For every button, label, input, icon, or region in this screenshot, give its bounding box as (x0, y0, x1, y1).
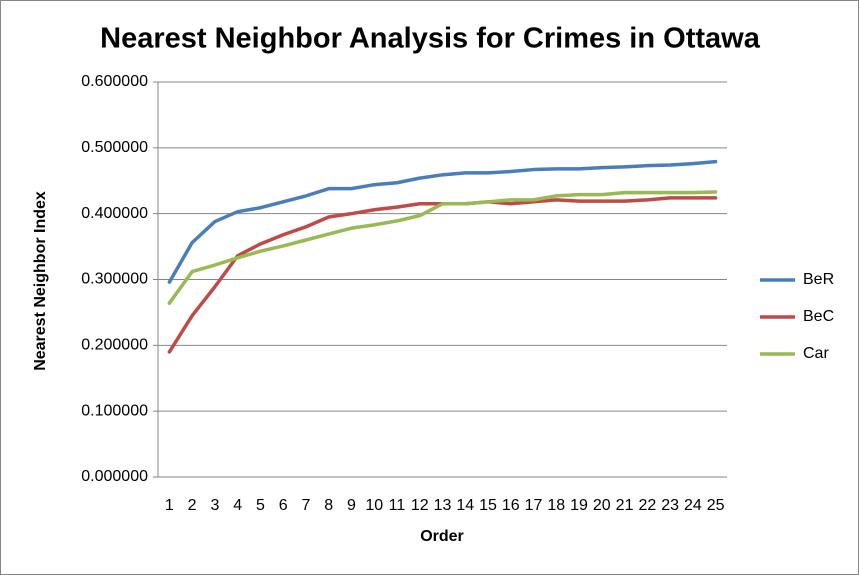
x-axis-label: Order (420, 528, 464, 545)
x-tick-label: 10 (365, 497, 383, 514)
legend-label: BeC (803, 308, 834, 325)
x-tick-label: 2 (188, 497, 197, 514)
x-tick-label: 5 (256, 497, 265, 514)
x-tick-label: 21 (616, 497, 634, 514)
y-tick-label: 0.400000 (81, 205, 148, 222)
x-tick-label: 6 (279, 497, 288, 514)
y-tick-label: 0.100000 (81, 402, 148, 419)
x-tick-label: 22 (638, 497, 656, 514)
x-tick-label: 17 (525, 497, 543, 514)
y-tick-label: 0.300000 (81, 271, 148, 288)
x-tick-label: 15 (479, 497, 497, 514)
x-tick-label: 18 (547, 497, 565, 514)
x-tick-label: 25 (707, 497, 725, 514)
x-tick-label: 13 (434, 497, 452, 514)
legend-label: BeR (803, 271, 834, 288)
x-tick-label: 24 (684, 497, 702, 514)
x-tick-label: 12 (411, 497, 429, 514)
x-tick-label: 9 (347, 497, 356, 514)
y-tick-label: 0.000000 (81, 468, 148, 485)
y-tick-label: 0.600000 (81, 73, 148, 90)
x-tick-label: 20 (593, 497, 611, 514)
series-line (167, 159, 718, 284)
x-tick-label: 16 (502, 497, 520, 514)
x-tick-label: 14 (456, 497, 474, 514)
x-tick-label: 11 (389, 497, 406, 514)
x-tick-label: 4 (233, 497, 242, 514)
legend-label: Car (803, 345, 829, 362)
series-line (167, 190, 718, 305)
y-tick-label: 0.500000 (81, 139, 148, 156)
x-tick-label: 1 (165, 497, 174, 514)
y-tick-label: 0.200000 (81, 337, 148, 354)
chart-title: Nearest Neighbor Analysis for Crimes in … (100, 23, 761, 55)
x-tick-label: 8 (324, 497, 333, 514)
x-tick-label: 3 (210, 497, 219, 514)
x-tick-label: 7 (301, 497, 310, 514)
y-axis-label: Nearest Neighbor Index (32, 191, 49, 371)
x-tick-label: 23 (661, 497, 679, 514)
x-tick-label: 19 (570, 497, 588, 514)
